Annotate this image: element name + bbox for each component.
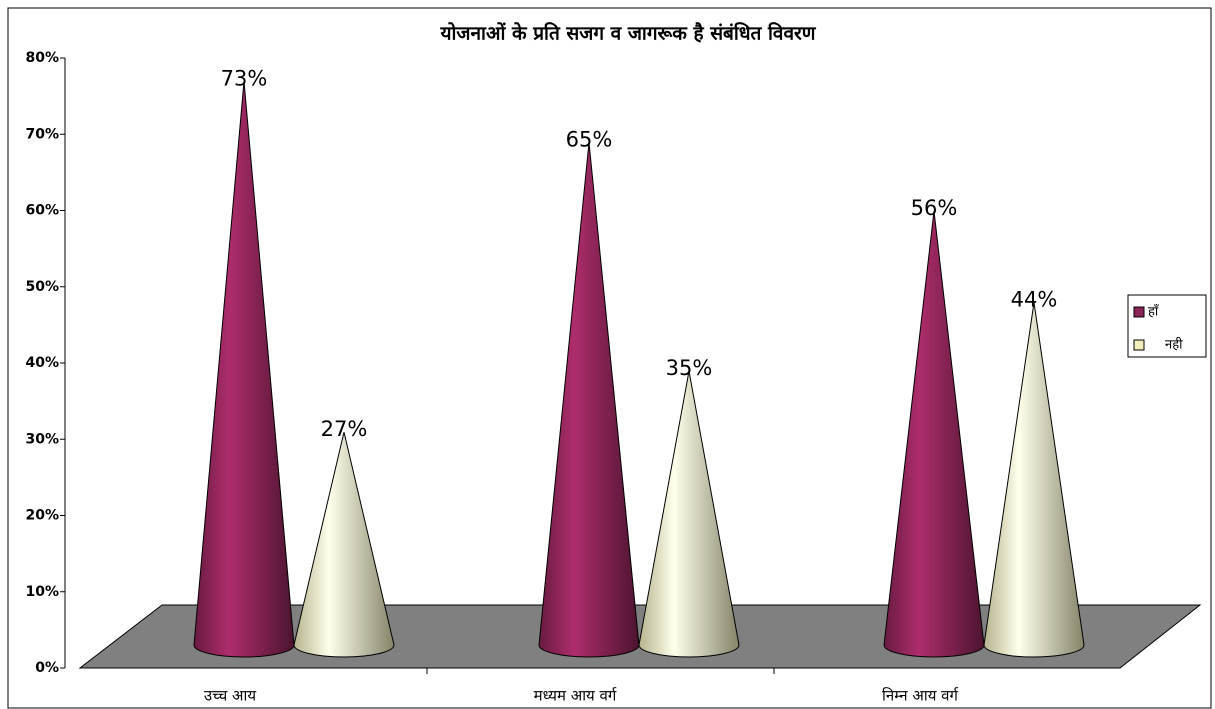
value-label: 65% bbox=[566, 127, 613, 151]
y-tick-label: 0% bbox=[35, 660, 59, 676]
cone bbox=[983, 302, 1085, 658]
legend-swatch bbox=[1133, 339, 1145, 351]
legend-label: हाँ bbox=[1148, 304, 1159, 320]
legend-label: नही bbox=[1165, 337, 1183, 353]
value-label: 44% bbox=[1011, 288, 1058, 312]
value-label: 73% bbox=[221, 66, 268, 90]
y-tick-label: 80% bbox=[25, 50, 59, 66]
y-tick-label: 10% bbox=[25, 584, 59, 600]
legend-swatch bbox=[1133, 306, 1145, 318]
y-tick-label: 70% bbox=[25, 126, 59, 142]
x-tick-label: उच्च आय bbox=[204, 687, 256, 705]
cone bbox=[883, 210, 985, 658]
cone bbox=[193, 81, 295, 658]
cone bbox=[538, 142, 640, 658]
chart-title: योजनाओं के प्रति सजग व जागरूक है संबंधित… bbox=[439, 22, 816, 45]
cone bbox=[638, 371, 740, 658]
value-label: 35% bbox=[666, 356, 713, 380]
x-tick-label: मध्यम आय वर्ग bbox=[534, 687, 618, 705]
cone bbox=[293, 432, 395, 658]
y-tick-label: 20% bbox=[25, 508, 59, 524]
value-label: 27% bbox=[321, 417, 368, 441]
x-tick-label: निम्न आय वर्ग bbox=[882, 687, 959, 705]
value-label: 56% bbox=[911, 196, 958, 220]
y-tick-label: 30% bbox=[25, 431, 59, 447]
y-tick-label: 60% bbox=[25, 203, 59, 219]
y-tick-label: 40% bbox=[25, 355, 59, 371]
y-tick-label: 50% bbox=[25, 279, 59, 295]
